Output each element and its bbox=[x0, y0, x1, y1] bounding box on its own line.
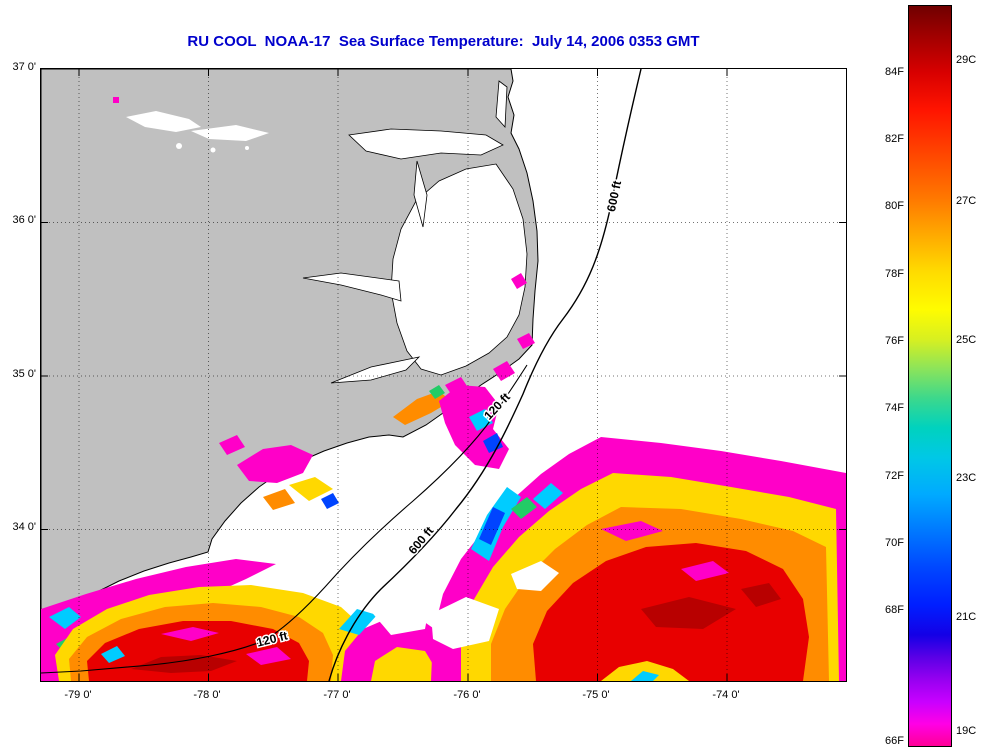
colorbar-label-f: 72F bbox=[885, 470, 904, 482]
colorbar-label-f: 68F bbox=[885, 604, 904, 616]
sst-patch bbox=[321, 493, 339, 509]
colorbar-label-c: 19C bbox=[956, 725, 977, 737]
sst-field bbox=[41, 273, 846, 681]
sst-patch bbox=[339, 609, 377, 635]
alligator-river bbox=[413, 160, 428, 228]
sst-patch bbox=[479, 507, 505, 545]
colorbar-gradient bbox=[909, 6, 951, 746]
cloud-gap bbox=[369, 589, 431, 635]
x-tick-label: -75 0' bbox=[582, 689, 610, 701]
sst-patch bbox=[511, 273, 527, 289]
colorbar bbox=[908, 5, 952, 747]
sst-patch bbox=[511, 497, 537, 519]
cloud-patch bbox=[245, 146, 249, 150]
sst-patch bbox=[393, 391, 451, 425]
sst-patch bbox=[219, 435, 245, 455]
cloud-gap bbox=[511, 561, 559, 591]
cloud-patch bbox=[210, 147, 216, 153]
colorbar-label-f: 82F bbox=[885, 133, 904, 145]
colorbar-label-f: 70F bbox=[885, 537, 904, 549]
x-tick-label: -78 0' bbox=[193, 689, 221, 701]
colorbar-label-f: 66F bbox=[885, 735, 904, 747]
sst-patch bbox=[601, 521, 663, 541]
sst-patch bbox=[641, 597, 736, 629]
sst-patch bbox=[483, 433, 503, 453]
sst-patch bbox=[631, 671, 659, 681]
colorbar-label-c: 27C bbox=[956, 195, 977, 207]
x-tick-label: -79 0' bbox=[64, 689, 92, 701]
sst-patch bbox=[533, 483, 563, 509]
colorbar-label-c: 21C bbox=[956, 611, 977, 623]
sst-patch bbox=[517, 333, 535, 349]
sst-patch bbox=[741, 583, 781, 607]
map-plot: 600 ft 600 ft 120 ft 120 ft bbox=[40, 68, 847, 682]
colorbar-label-c: 29C bbox=[956, 54, 977, 66]
cloud-gap bbox=[431, 597, 499, 649]
colorbar-label-f: 84F bbox=[885, 66, 904, 78]
cloud-patch bbox=[191, 125, 269, 141]
pamlico-sound bbox=[390, 163, 528, 376]
sst-patch bbox=[237, 445, 313, 483]
contour-120ft-line bbox=[41, 364, 528, 674]
sst-patch bbox=[681, 561, 729, 581]
sst-patch bbox=[101, 646, 125, 663]
x-tick-label: -76 0' bbox=[453, 689, 481, 701]
colorbar-label-f: 78F bbox=[885, 268, 904, 280]
y-tick-label: 37 0' bbox=[12, 61, 36, 73]
depth-contours bbox=[41, 69, 642, 681]
x-tick-label: -77 0' bbox=[323, 689, 351, 701]
map-title: RU COOL NOAA-17 Sea Surface Temperature:… bbox=[187, 33, 700, 50]
sst-patch bbox=[263, 489, 295, 510]
colorbar-label-f: 80F bbox=[885, 200, 904, 212]
colorbar-label-f: 76F bbox=[885, 335, 904, 347]
colorbar-label-f: 74F bbox=[885, 402, 904, 414]
sst-speck bbox=[113, 97, 119, 103]
sst-patch bbox=[246, 647, 291, 665]
sst-patch bbox=[289, 477, 333, 501]
sst-patch bbox=[49, 607, 81, 629]
contour-600ft-line bbox=[328, 69, 642, 681]
sst-patch bbox=[371, 647, 437, 681]
y-tick-label: 34 0' bbox=[12, 521, 36, 533]
colorbar-label-c: 23C bbox=[956, 472, 977, 484]
albemarle-sound bbox=[348, 128, 504, 160]
x-tick-label: -74 0' bbox=[712, 689, 740, 701]
map-canvas: 600 ft 600 ft 120 ft 120 ft bbox=[41, 69, 846, 681]
y-tick-label: 36 0' bbox=[12, 214, 36, 226]
sst-patch bbox=[161, 627, 219, 641]
axis-ticks bbox=[41, 69, 846, 681]
pamlico-river bbox=[302, 272, 402, 302]
cloud-patch bbox=[176, 143, 182, 149]
cloud-patch bbox=[126, 111, 201, 132]
sst-patch bbox=[131, 655, 237, 673]
currituck-sound bbox=[495, 80, 508, 128]
y-tick-label: 35 0' bbox=[12, 368, 36, 380]
inland-waters bbox=[302, 80, 528, 384]
cloud-patches bbox=[126, 111, 269, 153]
sst-patch bbox=[601, 661, 689, 681]
colorbar-label-c: 25C bbox=[956, 334, 977, 346]
sst-patch bbox=[429, 385, 445, 399]
